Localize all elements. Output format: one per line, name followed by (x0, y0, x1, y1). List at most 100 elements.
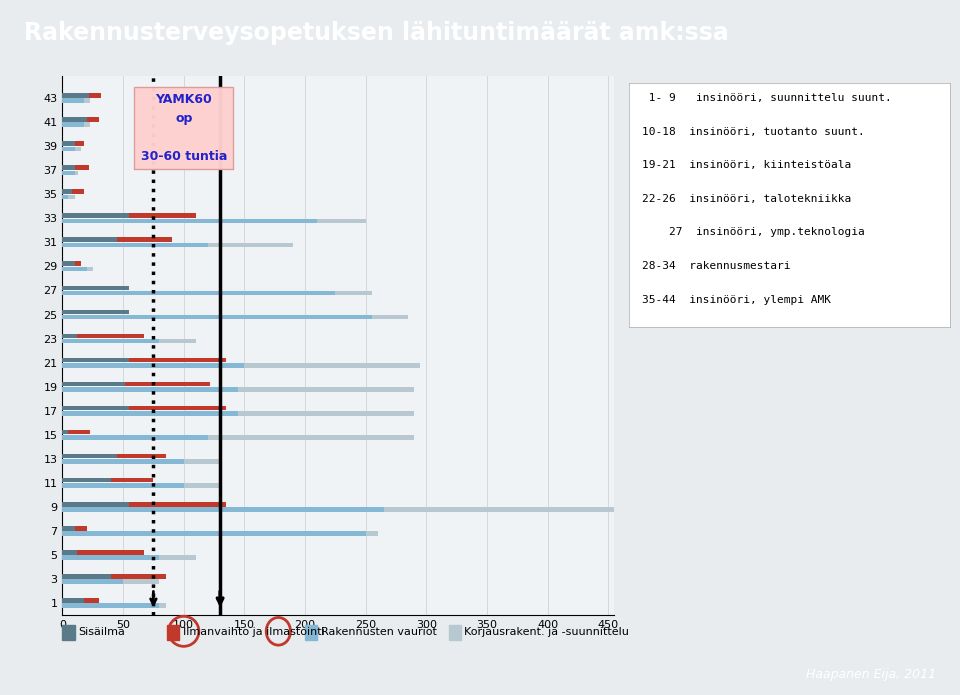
Bar (111, 574, 165, 579)
Bar (117, 238, 172, 242)
Bar (208, 435, 414, 440)
Bar (62, 213, 130, 218)
Bar (130, 213, 196, 218)
Bar (62, 309, 130, 314)
Bar (62, 430, 68, 434)
Bar (62, 261, 75, 266)
Bar (62, 625, 75, 639)
Text: 28-34  rakennusmestari: 28-34 rakennusmestari (641, 261, 790, 271)
Bar (372, 315, 408, 320)
Bar (111, 478, 154, 482)
Bar (130, 406, 227, 410)
Bar (62, 122, 84, 127)
Bar (62, 531, 366, 536)
Bar (62, 435, 208, 440)
Bar (62, 99, 84, 103)
Bar (62, 170, 75, 175)
Bar (117, 454, 165, 459)
Bar (62, 141, 75, 146)
Text: 35-44  insinööri, ylempi AMK: 35-44 insinööri, ylempi AMK (641, 295, 830, 304)
Bar (366, 531, 378, 536)
Bar (245, 363, 420, 368)
Bar (62, 267, 86, 271)
Bar (448, 625, 461, 639)
Bar (84, 122, 90, 127)
Bar (62, 459, 183, 464)
Bar (335, 291, 372, 295)
Bar (77, 334, 144, 338)
Text: Sisäilma: Sisäilma (78, 627, 125, 637)
Bar (183, 459, 220, 464)
Bar (62, 315, 372, 320)
Bar (62, 195, 68, 199)
Bar (75, 261, 81, 266)
Bar (68, 430, 90, 434)
Bar (62, 243, 208, 247)
Bar (62, 358, 130, 362)
Bar (62, 406, 130, 410)
Bar (72, 189, 84, 194)
Bar (62, 93, 89, 98)
Text: Ilmanvaihto ja ilmastointi: Ilmanvaihto ja ilmastointi (182, 627, 324, 637)
Bar (123, 580, 159, 584)
Bar (62, 603, 159, 608)
Bar (62, 483, 183, 488)
Bar (384, 507, 760, 512)
Bar (68, 195, 75, 199)
Bar (62, 454, 117, 459)
Bar (62, 507, 384, 512)
Text: 1- 9   insinööri, suunnittelu suunt.: 1- 9 insinööri, suunnittelu suunt. (641, 93, 892, 103)
Bar (62, 339, 159, 343)
Bar (62, 550, 77, 555)
Bar (62, 117, 86, 122)
Bar (238, 411, 414, 416)
Text: 10-18  insinööri, tuotanto suunt.: 10-18 insinööri, tuotanto suunt. (641, 126, 864, 137)
Bar (62, 219, 317, 223)
Bar (75, 170, 78, 175)
Bar (130, 358, 227, 362)
Text: 27  insinööri, ymp.teknologia: 27 insinööri, ymp.teknologia (641, 227, 864, 238)
Bar (62, 382, 126, 386)
Bar (208, 243, 293, 247)
Text: 22-26  insinööri, talotekniikka: 22-26 insinööri, talotekniikka (641, 194, 851, 204)
Bar (305, 625, 318, 639)
Bar (62, 286, 130, 290)
Bar (75, 147, 81, 151)
Text: Haapanen Eija, 2011: Haapanen Eija, 2011 (805, 669, 936, 681)
Bar (183, 483, 220, 488)
Text: Rakennusterveysopetuksen lähituntimäärät amk:ssa: Rakennusterveysopetuksen lähituntimäärät… (24, 21, 729, 45)
Bar (126, 382, 210, 386)
Bar (238, 387, 414, 391)
Text: Rakennusten vauriot: Rakennusten vauriot (321, 627, 437, 637)
Bar (62, 387, 238, 391)
Bar (167, 625, 180, 639)
Bar (86, 267, 93, 271)
Bar (62, 363, 245, 368)
Bar (159, 339, 196, 343)
Bar (62, 147, 75, 151)
Bar (317, 219, 366, 223)
Bar (75, 165, 89, 170)
Bar (62, 502, 130, 507)
Bar (62, 526, 75, 530)
Bar (130, 502, 227, 507)
Text: 19-21  insinööri, kiinteistöala: 19-21 insinööri, kiinteistöala (641, 161, 851, 170)
Bar (62, 334, 77, 338)
Bar (159, 603, 165, 608)
Bar (62, 598, 84, 603)
Text: Korjausrakent. ja -suunnittelu: Korjausrakent. ja -suunnittelu (465, 627, 629, 637)
Bar (89, 93, 101, 98)
Text: YAMK60
op

30-60 tuntia: YAMK60 op 30-60 tuntia (140, 93, 227, 163)
Bar (62, 411, 238, 416)
Bar (159, 555, 196, 560)
Bar (75, 526, 86, 530)
Bar (62, 555, 159, 560)
Bar (84, 99, 90, 103)
Bar (77, 550, 144, 555)
Bar (75, 141, 84, 146)
Bar (62, 580, 123, 584)
Bar (86, 117, 99, 122)
Bar (62, 291, 335, 295)
Bar (62, 189, 72, 194)
Bar (84, 598, 99, 603)
